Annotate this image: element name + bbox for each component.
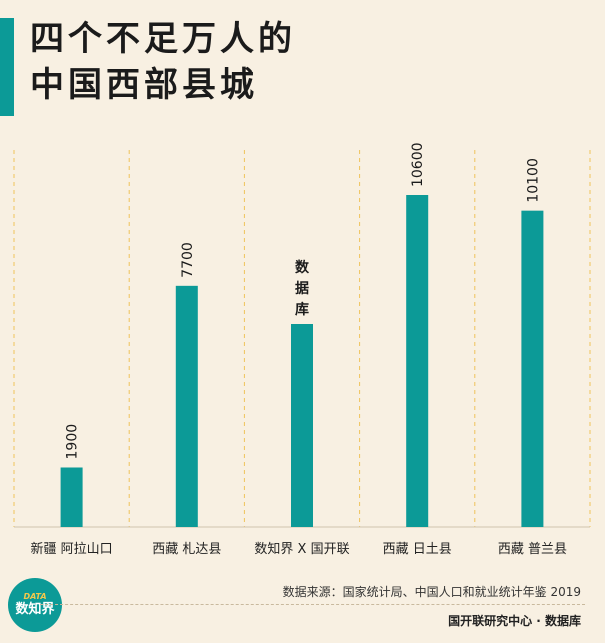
data-label-2: 7700 <box>180 242 196 278</box>
category-label-4: 西藏 日土县 <box>383 542 452 557</box>
datazhijie-logo: DATA 数知界 <box>8 578 62 632</box>
bar-5 <box>521 210 544 527</box>
title-line-1: 四个不足万人的 <box>30 19 296 59</box>
title-accent-bar <box>0 18 14 116</box>
bar-4 <box>406 195 429 527</box>
category-label-2: 西藏 札达县 <box>152 542 221 557</box>
logo-top-text: DATA <box>23 592 47 601</box>
footer-divider <box>40 604 585 605</box>
title-line-2: 中国西部县城 <box>30 65 258 105</box>
category-label-1: 新疆 阿拉山口 <box>31 541 113 557</box>
data-label-4: 10600 <box>410 142 426 187</box>
logo-bottom-text: 数知界 <box>15 602 55 617</box>
category-label-3: 数知界 X 国开联 <box>254 541 349 557</box>
data-label-3: 数据库 <box>295 259 310 318</box>
bar-2 <box>175 285 198 527</box>
bar-3 <box>291 324 313 527</box>
data-source: 数据来源：国家统计局、中国人口和就业统计年鉴 2019 <box>282 585 581 599</box>
data-label-1: 1900 <box>65 424 81 460</box>
chart-title: 四个不足万人的 中国西部县城 <box>30 16 296 108</box>
bar-1 <box>60 467 83 527</box>
category-label-5: 西藏 普兰县 <box>498 542 567 557</box>
credit-text: 国开联研究中心 · 数据库 <box>448 614 581 628</box>
data-label-5: 10100 <box>525 158 541 203</box>
